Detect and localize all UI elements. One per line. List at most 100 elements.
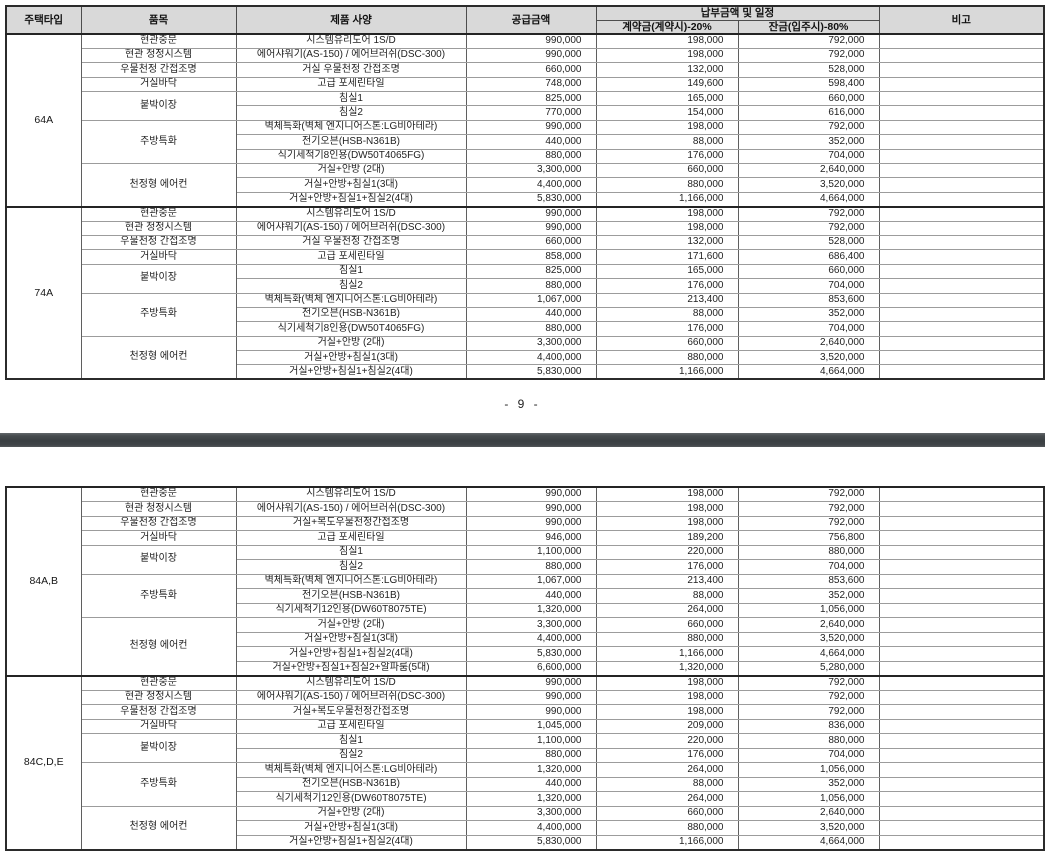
col-header-down-payment: 계약금(계약시)-20%: [595, 19, 739, 35]
balance-cell: 880,000: [737, 733, 880, 749]
supply-amount-cell: 825,000: [465, 263, 597, 280]
remark-cell: [878, 718, 1045, 734]
spec-cell: 침실1: [235, 733, 467, 749]
balance-cell: 792,000: [737, 119, 880, 136]
balance-cell: 4,664,000: [737, 364, 880, 380]
down-payment-cell: 1,166,000: [595, 364, 739, 380]
item-cell: 주방특화: [80, 119, 237, 165]
supply-amount-cell: 4,400,000: [465, 177, 597, 193]
supply-amount-cell: 880,000: [465, 321, 597, 337]
spec-cell: 거실+안방 (2대): [235, 335, 467, 352]
supply-amount-cell: 440,000: [465, 134, 597, 150]
table-body-top: 64A 현관중문 시스템유리도어 1S/D 990,000 198,000 792,000…: [5, 32, 1045, 380]
remark-cell: [878, 177, 1045, 193]
balance-cell: 5,280,000: [737, 660, 880, 676]
balance-cell: 792,000: [737, 486, 880, 502]
down-payment-cell: 165,000: [595, 91, 739, 107]
balance-cell: 686,400: [737, 249, 880, 265]
col-header-payment-group: 납부금액 및 일정: [595, 5, 880, 21]
down-payment-cell: 176,000: [595, 278, 739, 294]
supply-amount-cell: 5,830,000: [465, 191, 597, 208]
table-row: 거실+안방+침실1(3대) 4,400,000 880,000 3,520,000: [6, 177, 1045, 193]
down-payment-cell: 176,000: [595, 747, 739, 763]
spec-cell: 거실+안방 (2대): [235, 163, 467, 179]
spec-cell: 침실1: [235, 263, 467, 280]
supply-amount-cell: 4,400,000: [465, 631, 597, 647]
spec-cell: 거실+복도우물천정간접조명: [235, 515, 467, 531]
supply-amount-cell: 1,320,000: [465, 602, 597, 618]
spec-cell: 벽체특화(벽체 엔지니어스톤:LG비아테라): [235, 762, 467, 778]
remark-cell: [878, 364, 1045, 380]
remark-cell: [878, 791, 1045, 807]
spec-cell: 시스템유리도어 1S/D: [235, 674, 467, 691]
spec-cell: 벽체특화(벽체 엔지니어스톤:LG비아테라): [235, 119, 467, 136]
remark-cell: [878, 559, 1045, 575]
remark-cell: [878, 602, 1045, 618]
balance-cell: 792,000: [737, 689, 880, 705]
supply-amount-cell: 1,100,000: [465, 733, 597, 749]
remark-cell: [878, 733, 1045, 749]
table-header: 주택타입 품목 제품 사양 공급금액 납부금액 및 일정 비고 계약금(계약시)…: [5, 5, 1045, 35]
remark-cell: [878, 834, 1045, 850]
item-cell: 현관중문: [80, 32, 237, 49]
supply-amount-cell: 990,000: [465, 220, 597, 236]
table-row: 전기오븐(HSB-N361B) 440,000 88,000 352,000: [6, 588, 1045, 604]
remark-cell: [878, 292, 1045, 308]
down-payment-cell: 171,600: [595, 249, 739, 265]
remark-cell: [878, 350, 1045, 366]
spec-cell: 고급 포세린타일: [235, 718, 467, 734]
table-row: 전기오븐(HSB-N361B) 440,000 88,000 352,000: [6, 776, 1045, 792]
supply-amount-cell: 990,000: [465, 689, 597, 705]
balance-cell: 660,000: [737, 91, 880, 107]
remark-cell: [878, 306, 1045, 323]
item-cell: 우물천정 간접조명: [80, 234, 237, 251]
supply-amount-cell: 825,000: [465, 91, 597, 107]
down-payment-cell: 220,000: [595, 544, 739, 560]
remark-cell: [878, 234, 1045, 251]
down-payment-cell: 213,400: [595, 573, 739, 589]
item-cell: 거실바닥: [80, 530, 237, 546]
remark-cell: [878, 660, 1045, 676]
supply-amount-cell: 4,400,000: [465, 350, 597, 366]
table-row: 64A 현관중문 시스템유리도어 1S/D 990,000 198,000 792,000: [5, 32, 1045, 208]
spec-cell: 거실 우물천정 간접조명: [235, 62, 467, 78]
balance-cell: 3,520,000: [737, 177, 880, 193]
balance-cell: 3,520,000: [737, 631, 880, 647]
down-payment-cell: 176,000: [595, 148, 739, 165]
options-table-bottom: 84A,B 현관중문 시스템유리도어 1S/D 990,000 198,000 792,0…: [5, 486, 1045, 851]
table-row: 식기세척기12인용(DW60T8075TE) 1,320,000 264,000 1,…: [6, 602, 1045, 618]
balance-cell: 704,000: [737, 747, 880, 763]
balance-cell: 4,664,000: [737, 191, 880, 208]
item-cell: 붙박이장: [80, 91, 237, 121]
spec-cell: 전기오븐(HSB-N361B): [235, 776, 467, 792]
col-header-item: 품목: [80, 5, 237, 35]
spec-cell: 에어샤워기(AS-150) / 에어브러쉬(DSC-300): [235, 501, 467, 517]
down-payment-cell: 264,000: [595, 602, 739, 618]
spec-cell: 에어샤워기(AS-150) / 에어브러쉬(DSC-300): [235, 47, 467, 64]
balance-cell: 1,056,000: [737, 791, 880, 807]
supply-amount-cell: 440,000: [465, 306, 597, 323]
spec-cell: 거실+안방+침실1+침실2(4대): [235, 646, 467, 662]
spec-cell: 거실+안방+침실1(3대): [235, 350, 467, 366]
supply-amount-cell: 660,000: [465, 62, 597, 78]
remark-cell: [878, 321, 1045, 337]
remark-cell: [878, 62, 1045, 78]
table-row: 천정형 에어컨 거실+안방 (2대) 3,300,000 660,000 2,640,0…: [6, 163, 1045, 208]
remark-cell: [878, 205, 1045, 222]
supply-amount-cell: 990,000: [465, 205, 597, 222]
balance-cell: 2,640,000: [737, 335, 880, 352]
table-row: 현관 청정시스템 에어샤워기(AS-150) / 에어브러쉬(DSC-300) 99…: [6, 220, 1045, 236]
balance-cell: 704,000: [737, 321, 880, 337]
remark-cell: [878, 747, 1045, 763]
table-row: 천정형 에어컨 거실+안방 (2대) 3,300,000 660,000 2,640,0…: [6, 805, 1045, 850]
down-payment-cell: 198,000: [595, 704, 739, 720]
down-payment-cell: 198,000: [595, 486, 739, 502]
supply-amount-cell: 4,400,000: [465, 820, 597, 836]
table-row: 거실바닥 고급 포세린타일 1,045,000 209,000 836,000: [6, 718, 1045, 734]
supply-amount-cell: 1,100,000: [465, 544, 597, 560]
table-row: 거실+안방+침실1+침실2(4대) 5,830,000 1,166,000 4,664…: [6, 834, 1045, 850]
remark-cell: [878, 704, 1045, 720]
spec-cell: 식기세척기12인용(DW60T8075TE): [235, 791, 467, 807]
spec-cell: 전기오븐(HSB-N361B): [235, 306, 467, 323]
